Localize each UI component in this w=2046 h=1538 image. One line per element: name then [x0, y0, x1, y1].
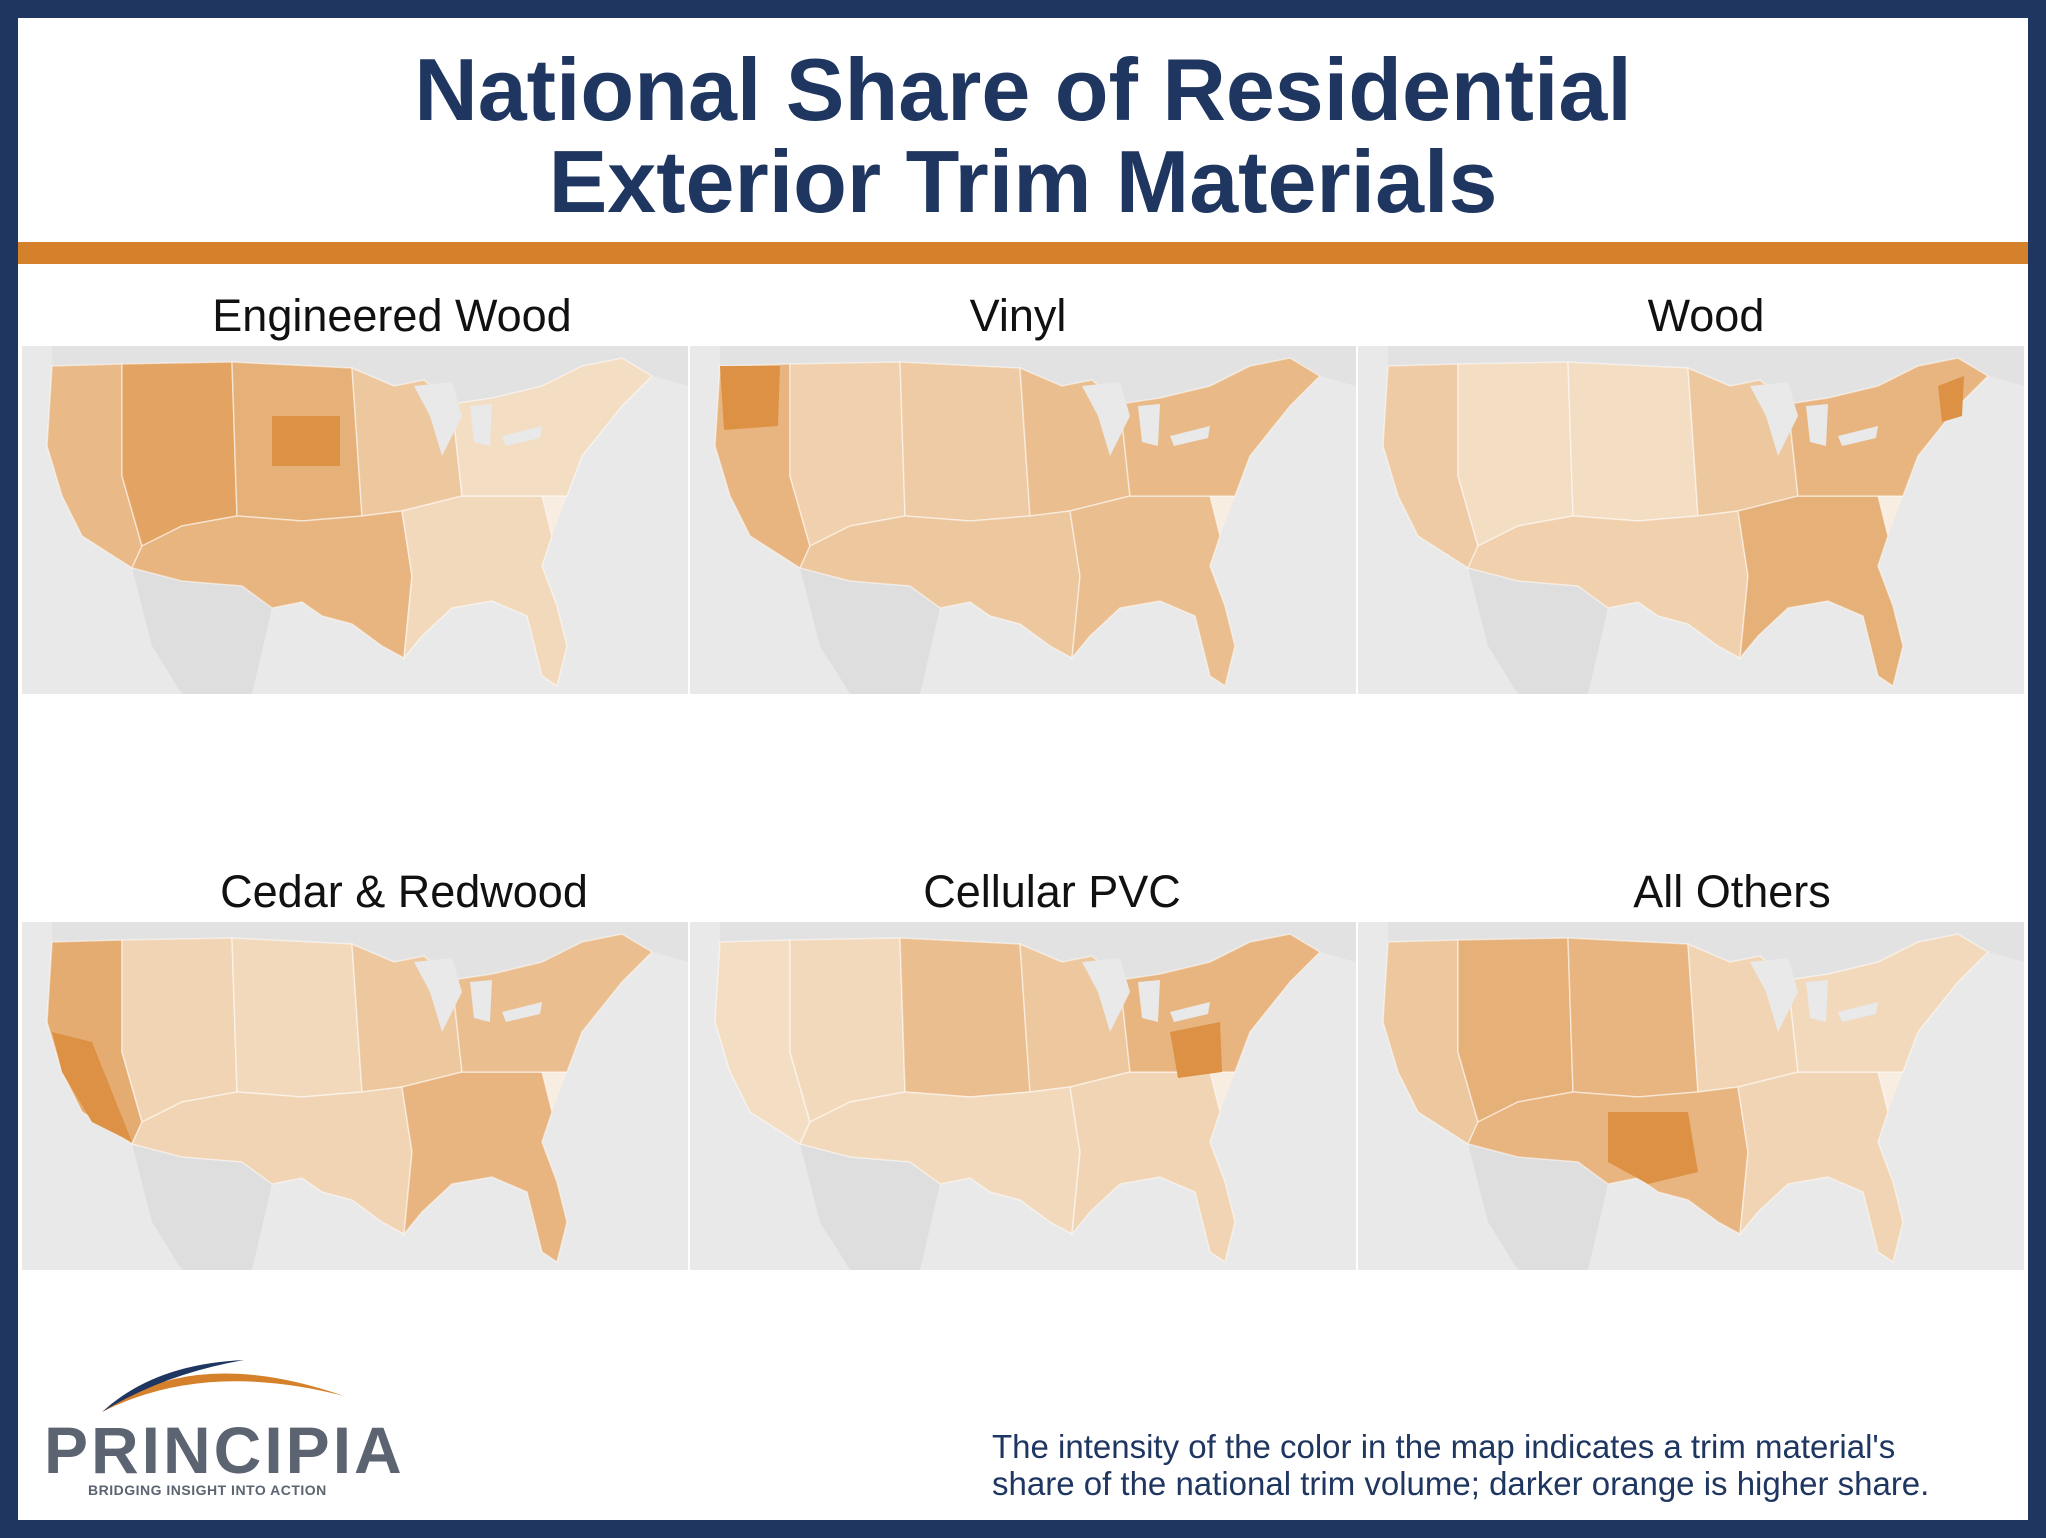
region-northeast [1119, 357, 1322, 497]
region-northeast [1787, 357, 1990, 497]
region-southeast [401, 1071, 568, 1264]
great-lakes [1750, 958, 1878, 1032]
region-hotspot [52, 1032, 132, 1142]
region-northeast [1787, 933, 1990, 1073]
mexico-land [1468, 1144, 1608, 1270]
principia-logo: PRINCIPIA BRIDGING INSIGHT INTO ACTION [44, 1350, 404, 1510]
region-hotspot [1608, 1112, 1698, 1184]
region-northeast [451, 933, 654, 1073]
great-lakes [1750, 382, 1878, 456]
mexico-land [800, 568, 940, 694]
map-cellular-pvc [690, 922, 1356, 1270]
panel-title-all-others: All Others [1633, 866, 1831, 917]
region-south [798, 510, 1081, 660]
panel-title-cedar-redwood: Cedar & Redwood [220, 866, 588, 917]
region-south [130, 1086, 413, 1236]
region-southeast [401, 495, 568, 688]
page-title: National Share of Residential Exterior T… [18, 44, 2028, 228]
logo-arc-icon [102, 1360, 344, 1412]
great-lakes [414, 382, 542, 456]
logo-tagline: BRIDGING INSIGHT INTO ACTION [88, 1482, 327, 1498]
mexico-land [1468, 568, 1608, 694]
footnote-line-2: share of the national trim volume; darke… [992, 1465, 1930, 1502]
great-lakes [414, 958, 542, 1032]
region-southeast [1737, 495, 1904, 688]
mexico-land [132, 568, 272, 694]
panel-title-vinyl: Vinyl [969, 290, 1067, 341]
region-plains [1567, 361, 1699, 522]
region-southeast [1069, 1071, 1236, 1264]
region-plains [899, 361, 1031, 522]
panel-title-wood: Wood [1647, 290, 1765, 341]
region-south [798, 1086, 1081, 1236]
footnote: The intensity of the color in the map in… [992, 1428, 2002, 1502]
region-hotspot [1170, 1022, 1222, 1078]
great-lakes [1082, 958, 1210, 1032]
map-engineered-wood [22, 346, 688, 694]
great-lakes [1082, 382, 1210, 456]
page-title-line-1: National Share of Residential [414, 40, 1632, 139]
panel-title-engineered-wood: Engineered Wood [212, 290, 572, 341]
map-all-others [1358, 922, 2024, 1270]
region-hotspot [272, 416, 340, 466]
region-southeast [1069, 495, 1236, 688]
mexico-land [800, 1144, 940, 1270]
mexico-land [132, 1144, 272, 1270]
map-vinyl [690, 346, 1356, 694]
region-hotspot [720, 366, 780, 430]
panel-title-cellular-pvc: Cellular PVC [923, 866, 1181, 917]
logo-wordmark: PRINCIPIA [44, 1413, 405, 1487]
region-northeast [451, 357, 654, 497]
accent-rule [18, 242, 2028, 264]
page-title-line-2: Exterior Trim Materials [548, 132, 1498, 231]
region-plains [231, 937, 363, 1098]
map-cedar-redwood [22, 922, 688, 1270]
map-wood [1358, 346, 2024, 694]
region-south [130, 510, 413, 660]
footnote-line-1: The intensity of the color in the map in… [992, 1428, 1896, 1465]
region-hotspot [1938, 376, 1964, 422]
region-southeast [1737, 1071, 1904, 1264]
region-south [1466, 510, 1749, 660]
region-plains [899, 937, 1031, 1098]
region-plains [1567, 937, 1699, 1098]
